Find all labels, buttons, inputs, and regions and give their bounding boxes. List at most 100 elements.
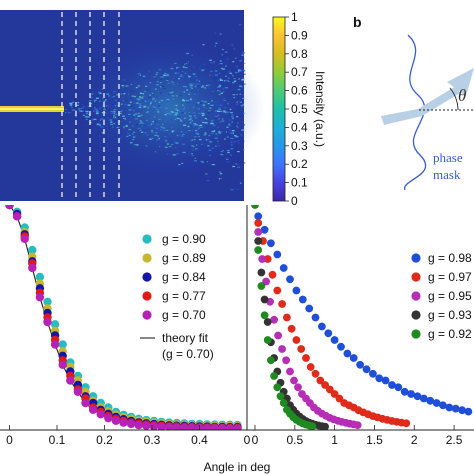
speckle-grain (209, 154, 211, 157)
data-point-070 (142, 421, 151, 430)
colorbar-tick-label: 0.3 (291, 139, 308, 153)
speckle-grain (204, 133, 207, 135)
phase-mask-panel: b θ phase mask (353, 14, 474, 191)
speckle-grain (201, 85, 205, 87)
speckle-grain (71, 109, 74, 111)
speckle-grain (113, 117, 116, 119)
legend-label: g = 0.95 (428, 289, 472, 303)
speckle-grain (219, 78, 222, 80)
data-point-070 (225, 424, 235, 430)
speckle-grain (237, 89, 239, 91)
data-point-070 (119, 418, 128, 427)
speckle-grain (197, 89, 199, 91)
data-point-098 (254, 212, 263, 221)
speckle-grain (191, 121, 193, 124)
speckle-grain (112, 108, 116, 110)
speckle-grain (141, 114, 143, 116)
speckle-grain (231, 144, 233, 146)
speckle-grain (236, 116, 239, 118)
speckle-grain (193, 131, 195, 134)
speckle-grain (119, 137, 122, 139)
speckle-grain (191, 154, 194, 157)
theta-symbol: θ (458, 86, 466, 105)
data-point-098 (369, 369, 377, 378)
speckle-grain (214, 137, 218, 139)
speckle-grain (150, 102, 153, 105)
speckle-grain (110, 114, 113, 116)
speckle-grain (205, 85, 208, 87)
speckle-grain (112, 91, 115, 93)
colorbar-tick-label: 0.6 (291, 84, 308, 98)
speckle-grain (166, 113, 170, 115)
speckle-grain (225, 131, 227, 133)
x-tick-label: 0 (252, 433, 259, 447)
speckle-grain (182, 71, 184, 73)
speckle-grain (214, 77, 217, 79)
speckle-grain (193, 66, 195, 68)
speckle-grain (179, 95, 183, 97)
data-point-070 (12, 212, 22, 221)
speckle-grain (229, 108, 232, 110)
speckle-grain (159, 137, 161, 139)
lower-right-markers (251, 205, 473, 430)
speckle-grain (132, 136, 136, 138)
speckle-grain (119, 112, 122, 115)
colorbar-tick-label: 0 (291, 194, 298, 208)
speckle-grain (156, 72, 159, 74)
speckle-grain (156, 139, 158, 141)
data-point-090 (58, 340, 67, 349)
speckle-grain (210, 122, 213, 124)
speckle-grain (136, 144, 139, 146)
speckle-grain (197, 85, 200, 87)
speckle-grain (117, 105, 119, 107)
speckle-grain (85, 121, 88, 123)
speckle-grain (207, 84, 211, 86)
speckle-grain (124, 93, 127, 95)
speckle-grain (174, 114, 178, 116)
speckle-pattern (64, 24, 246, 191)
data-point-098 (286, 275, 294, 284)
speckle-grain (178, 107, 182, 109)
speckle-grain (181, 133, 185, 136)
speckle-grain (191, 87, 193, 89)
speckle-grain (189, 122, 192, 124)
speckle-grain (195, 124, 199, 126)
speckle-grain (177, 66, 180, 68)
speckle-grain (183, 108, 185, 110)
speckle-grain (214, 110, 218, 112)
speckle-grain (103, 109, 106, 111)
speckle-grain (123, 93, 125, 95)
speckle-grain (186, 101, 190, 103)
data-point-098 (419, 394, 428, 403)
speckle-grain (96, 94, 99, 97)
speckle-grain (147, 107, 149, 109)
speckle-grain (178, 78, 180, 80)
speckle-grain (177, 72, 180, 74)
speckle-grain (190, 115, 192, 117)
speckle-grain (104, 105, 108, 107)
speckle-grain (229, 171, 233, 173)
speckle-grain (143, 132, 147, 134)
speckle-grain (179, 138, 181, 141)
legend-label: g = 0.92 (428, 327, 472, 341)
data-point-070 (88, 405, 98, 414)
speckle-grain (226, 58, 229, 60)
speckle-grain (227, 67, 230, 69)
speckle-grain (97, 123, 99, 125)
speckle-grain (69, 102, 73, 104)
speckle-grain (154, 134, 158, 136)
speckle-grain (168, 133, 171, 135)
speckle-grain (160, 137, 162, 139)
speckle-grain (195, 132, 199, 134)
data-point-092 (254, 246, 263, 254)
speckle-grain (152, 99, 154, 101)
speckle-grain (79, 121, 82, 123)
speckle-grain (141, 95, 144, 97)
data-point-090 (50, 320, 60, 329)
speckle-grain (218, 131, 221, 133)
speckle-grain (191, 145, 194, 147)
speckle-grain (138, 128, 140, 130)
data-point-095 (270, 315, 278, 324)
speckle-grain (194, 115, 196, 117)
speckle-grain (139, 129, 142, 131)
